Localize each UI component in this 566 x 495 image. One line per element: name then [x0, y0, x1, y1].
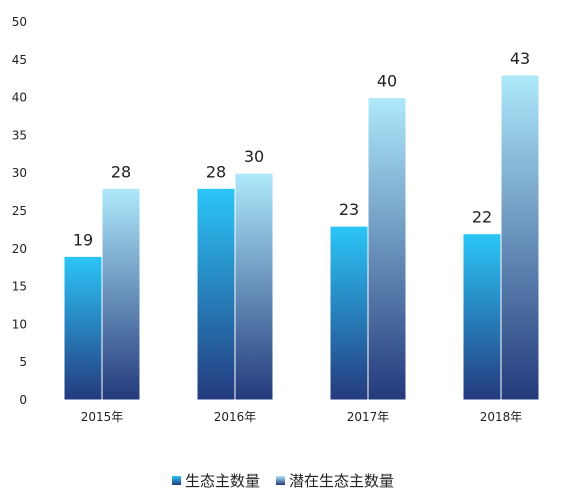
y-tick-label: 40 — [12, 91, 27, 105]
y-tick-label: 15 — [12, 280, 27, 294]
bar-series-2-2016年 — [234, 172, 274, 401]
y-tick-label: 45 — [12, 53, 27, 67]
y-tick-label: 50 — [12, 15, 27, 29]
data-label-series-2: 28 — [111, 162, 131, 181]
data-label-series-1: 22 — [472, 208, 492, 227]
x-category-label: 2018年 — [480, 410, 523, 424]
y-tick-label: 5 — [19, 355, 27, 369]
y-tick-label: 0 — [19, 393, 27, 407]
data-label-series-1: 28 — [206, 162, 226, 181]
bar-chart: 0 5 10 15 20 25 30 35 40 45 50 19 28 28 30 23 40 22 43 20… — [12, 15, 540, 424]
bar-series-1-2016年 — [196, 187, 236, 401]
bar-series-1-2017年 — [329, 225, 369, 401]
data-label-series-2: 43 — [510, 49, 530, 68]
x-category-label: 2017年 — [347, 410, 390, 424]
legend-swatch-series-1 — [171, 475, 181, 485]
legend-swatch-series-2 — [276, 475, 285, 485]
legend: 生态主数量 潜在生态主数量 — [0, 466, 566, 494]
bar-series-2-2017年 — [367, 97, 407, 401]
x-category-label: 2015年 — [81, 410, 124, 424]
y-tick-label: 35 — [12, 128, 27, 142]
legend-item-series-2: 潜在生态主数量 — [276, 470, 394, 491]
legend-label-series-2: 潜在生态主数量 — [289, 471, 395, 490]
bar-series-2-2018年 — [500, 74, 540, 401]
y-tick-label: 25 — [12, 204, 27, 218]
x-category-label: 2016年 — [214, 410, 257, 424]
data-label-series-1: 19 — [73, 230, 93, 249]
y-tick-label: 20 — [12, 242, 27, 256]
bar-series-1-2018年 — [462, 233, 502, 401]
y-tick-label: 10 — [12, 317, 27, 331]
data-label-series-2: 40 — [377, 72, 397, 91]
bar-series-1-2015年 — [63, 255, 103, 401]
data-label-series-2: 30 — [244, 147, 264, 166]
data-label-series-1: 23 — [339, 200, 359, 219]
bar-series-2-2015年 — [101, 187, 141, 401]
legend-item-series-1: 生态主数量 — [171, 470, 260, 491]
y-tick-label: 30 — [12, 166, 27, 180]
legend-label-series-1: 生态主数量 — [184, 471, 260, 490]
